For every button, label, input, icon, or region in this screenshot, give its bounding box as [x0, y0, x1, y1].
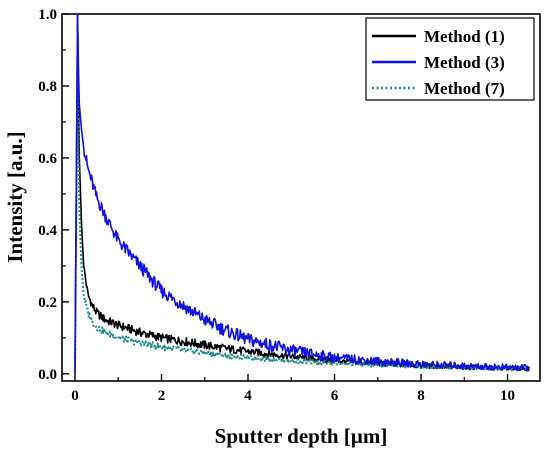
y-tick-label: 0.4 — [38, 223, 57, 239]
y-tick-label: 0.6 — [38, 151, 57, 167]
x-tick-label: 4 — [244, 388, 252, 404]
legend-box — [365, 17, 535, 101]
legend-label-method-7: Method (7) — [424, 79, 505, 98]
legend: Method (1) Method (3) Method (7) — [365, 17, 535, 101]
series-layer — [73, 13, 531, 374]
x-tick-label: 6 — [331, 388, 339, 404]
legend-label-method-1: Method (1) — [424, 27, 505, 46]
y-tick-label: 1.0 — [38, 7, 57, 23]
axis-ticks: 0 2 4 6 8 10 0.0 0.2 0.4 0.6 0.8 1.0 — [38, 7, 515, 404]
x-tick-label: 2 — [158, 388, 166, 404]
x-tick-label: 8 — [417, 388, 425, 404]
legend-label-method-3: Method (3) — [424, 53, 505, 72]
y-tick-label: 0.8 — [38, 79, 57, 95]
y-tick-label: 0.2 — [38, 295, 57, 311]
x-tick-label: 0 — [71, 388, 79, 404]
plot-frame — [61, 13, 541, 382]
x-axis-title: Sputter depth [µm] — [215, 424, 388, 448]
y-tick-label: 0.0 — [38, 367, 57, 383]
series-line-method-3 — [74, 13, 530, 374]
x-tick-label: 10 — [500, 388, 515, 404]
y-axis-title: Intensity [a.u.] — [3, 131, 27, 262]
